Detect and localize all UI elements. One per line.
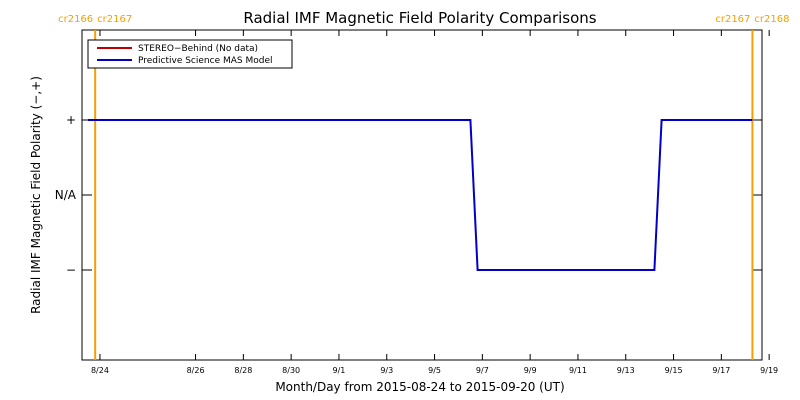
x-tick-label: 8/24 bbox=[91, 366, 109, 375]
x-tick-label: 8/26 bbox=[187, 366, 205, 375]
x-tick-label: 9/19 bbox=[760, 366, 778, 375]
plot-frame bbox=[81, 29, 763, 361]
x-tick-label: 9/17 bbox=[712, 366, 730, 375]
x-tick-label: 9/15 bbox=[665, 366, 683, 375]
legend: STEREO−Behind (No data) Predictive Scien… bbox=[87, 39, 293, 69]
x-tick-label: 8/30 bbox=[282, 366, 300, 375]
x-tick-label: 9/9 bbox=[524, 366, 537, 375]
x-tick-label: 9/7 bbox=[476, 366, 489, 375]
carrington-label-after: cr2167 bbox=[97, 14, 132, 25]
legend-label-mas-model: Predictive Science MAS Model bbox=[138, 56, 273, 66]
legend-label-stereo-behind: STEREO−Behind (No data) bbox=[138, 44, 258, 54]
series-line-mas-model bbox=[88, 119, 753, 271]
y-tick-label: + bbox=[66, 113, 76, 127]
x-tick-label: 9/11 bbox=[569, 366, 587, 375]
y-tick-label: − bbox=[66, 263, 76, 277]
chart-title: Radial IMF Magnetic Field Polarity Compa… bbox=[243, 9, 596, 27]
carrington-label-after: cr2168 bbox=[754, 14, 789, 25]
x-axis-ticks: 8/24 8/26 8/28 8/30 9/1 9/3 9/5 9/7 9/9 9/11 9/13 9… bbox=[91, 30, 778, 375]
x-tick-label: 9/5 bbox=[428, 366, 441, 375]
y-tick-label: N/A bbox=[55, 188, 77, 202]
y-axis-ticks: + N/A − bbox=[55, 113, 762, 277]
x-tick-label: 9/1 bbox=[333, 366, 346, 375]
x-tick-label: 9/13 bbox=[617, 366, 635, 375]
series-lines bbox=[88, 119, 753, 271]
carrington-label-before: cr2166 bbox=[58, 14, 93, 25]
x-tick-label: 8/28 bbox=[234, 366, 252, 375]
x-axis-label: Month/Day from 2015-08-24 to 2015-09-20 … bbox=[275, 380, 564, 394]
y-axis-label: Radial IMF Magnetic Field Polarity (−,+) bbox=[29, 76, 43, 314]
carrington-markers bbox=[94, 30, 754, 360]
carrington-label-before: cr2167 bbox=[715, 14, 750, 25]
x-tick-label: 9/3 bbox=[380, 366, 393, 375]
carrington-rotation-labels: cr2166 cr2167 cr2167 cr2168 bbox=[58, 14, 789, 25]
legend-box bbox=[87, 39, 293, 69]
